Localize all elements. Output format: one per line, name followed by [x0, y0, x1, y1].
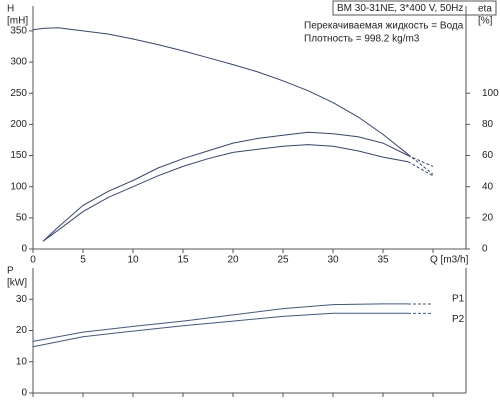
- y2-tick-label: 100: [482, 88, 499, 99]
- y2-tick-label: 80: [482, 119, 494, 130]
- y-tick-label: 0: [21, 244, 27, 255]
- x-tick-label: 0: [30, 255, 36, 266]
- series-line: [32, 312, 408, 348]
- annotation-box: [332, 0, 497, 16]
- series-line: [32, 27, 409, 155]
- legend-label: P1: [452, 294, 465, 305]
- y-axis-label: P: [7, 266, 14, 277]
- y2-tick-label: 40: [482, 181, 494, 192]
- y-tick-label: 30: [16, 294, 28, 305]
- y-tick-label: 0: [21, 388, 27, 399]
- y2-axis-label: eta: [478, 4, 492, 15]
- x-tick-label: 15: [177, 255, 189, 266]
- annotation: Перекачиваемая жидкость = Вода: [304, 21, 464, 32]
- series-line: [42, 131, 409, 242]
- series-line-dashed: [407, 153, 434, 175]
- series-line: [42, 144, 409, 242]
- y2-tick-label: 0: [482, 244, 488, 255]
- y2-tick-label: 20: [482, 212, 494, 223]
- series-line-dashed: [407, 155, 434, 167]
- y-tick-label: 250: [10, 88, 27, 99]
- x-tick-label: 20: [227, 255, 239, 266]
- x-tick-label: 5: [80, 255, 86, 266]
- legend-label: P2: [452, 314, 465, 325]
- y-axis-label: [kW]: [7, 278, 27, 289]
- y-tick-label: 300: [10, 57, 27, 68]
- y2-tick-label: 60: [482, 150, 494, 161]
- y-tick-label: 200: [10, 119, 27, 130]
- y2-axis-label: [%]: [478, 16, 493, 27]
- x-tick-label: 35: [377, 255, 389, 266]
- y-tick-label: 20: [16, 325, 28, 336]
- x-tick-label: 10: [127, 255, 139, 266]
- y-axis-label: [mH]: [7, 16, 28, 27]
- y-tick-label: 50: [16, 212, 28, 223]
- y-tick-label: 150: [10, 150, 27, 161]
- series-line: [32, 303, 408, 342]
- y-tick-label: 10: [16, 356, 28, 367]
- x-tick-label: Q [m3/h]: [430, 255, 469, 266]
- x-tick-label: 25: [277, 255, 289, 266]
- y-axis-label: H: [7, 4, 14, 15]
- annotation: Плотность = 998.2 kg/m3: [304, 34, 420, 45]
- annotation: BM 30-31NE, 3*400 V, 50Hz: [337, 3, 463, 14]
- x-tick-label: 30: [327, 255, 339, 266]
- y-tick-label: 100: [10, 181, 27, 192]
- y-tick-label: 350: [10, 26, 27, 37]
